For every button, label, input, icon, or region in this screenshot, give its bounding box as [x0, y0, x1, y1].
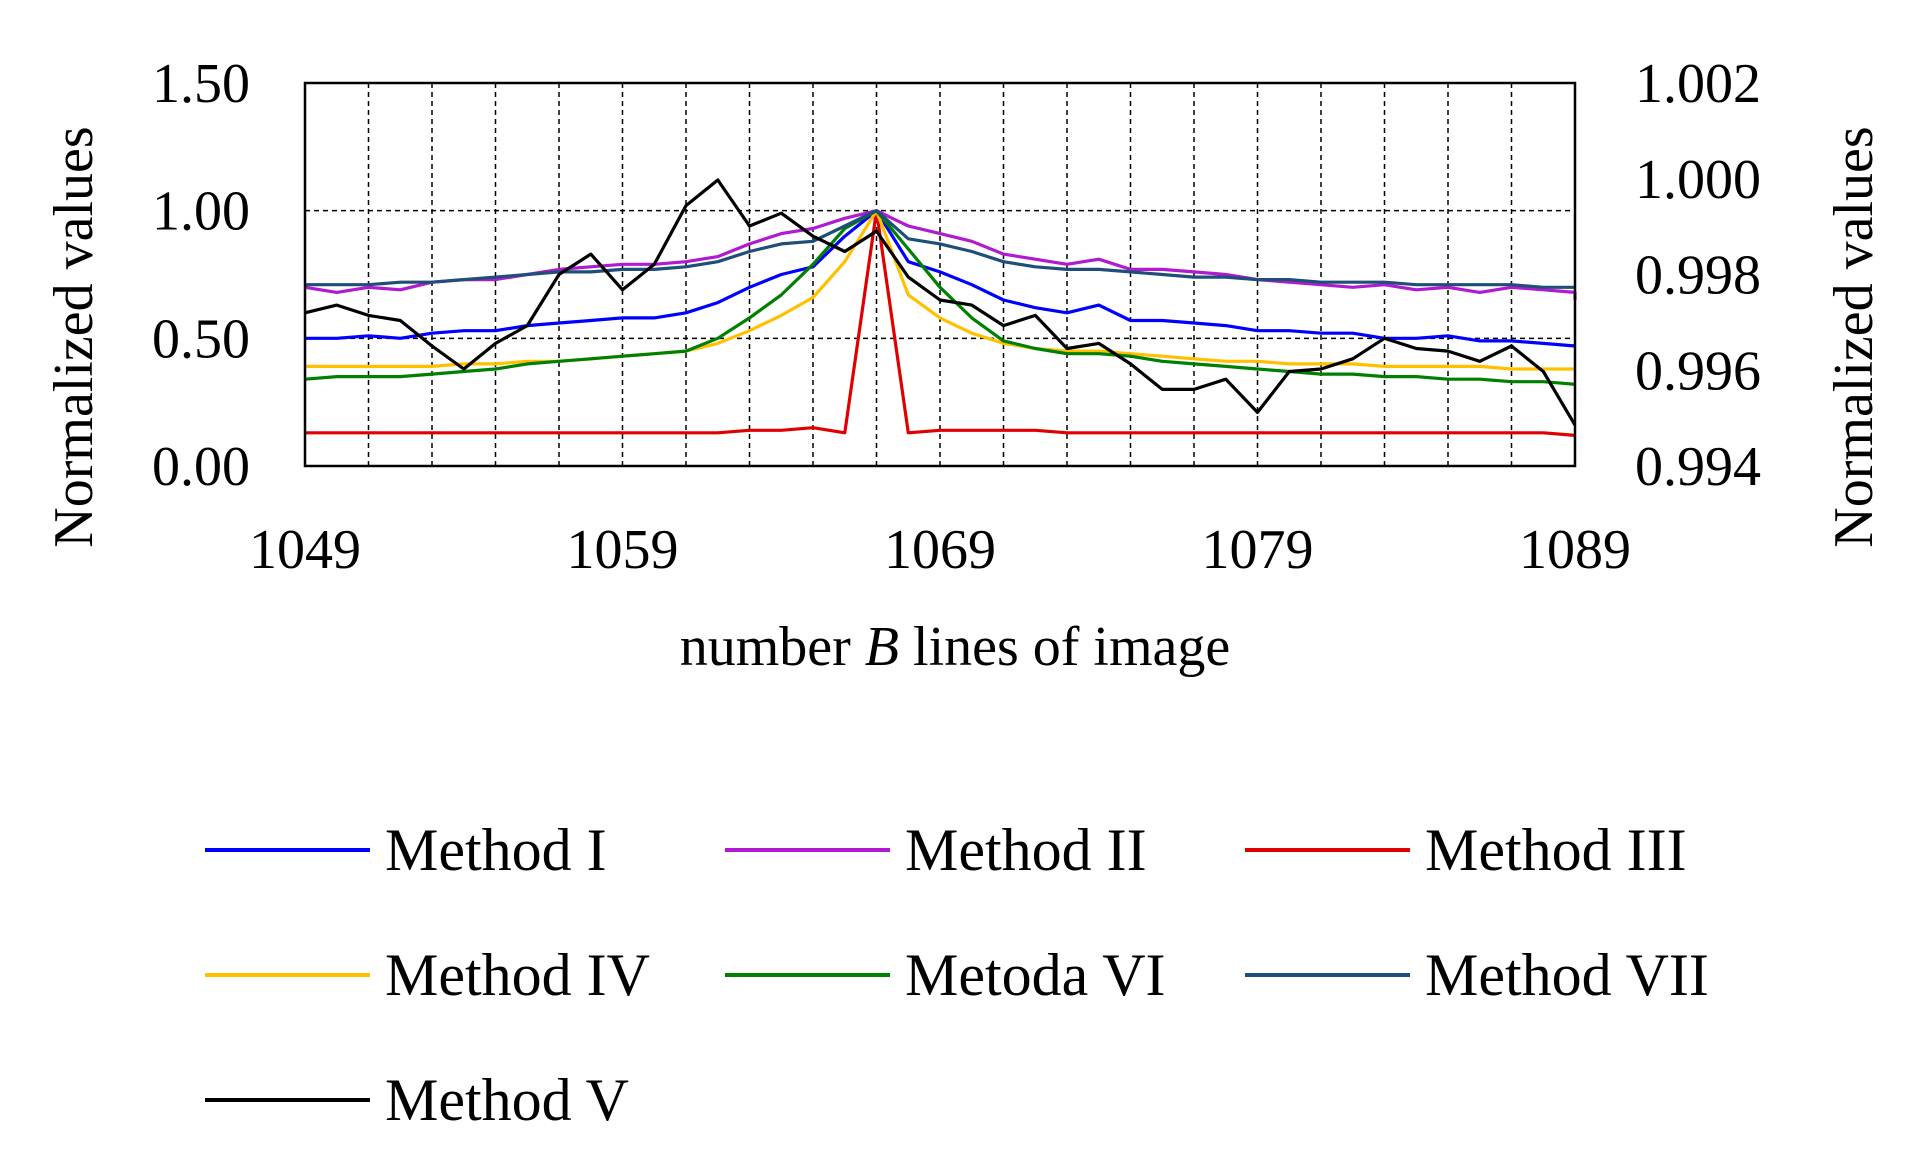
series-line-6 — [304, 178, 1577, 426]
y-tick-label-left: 1.00 — [152, 181, 250, 243]
x-tick-label: 1069 — [884, 519, 996, 581]
legend: Method I Method II Method III Method IV Meto… — [205, 817, 1709, 1133]
y-tick-label-left: 1.50 — [152, 53, 250, 115]
legend-item: Method VII — [1245, 942, 1709, 1008]
series-line-5 — [305, 209, 1575, 289]
legend-item: Method II — [725, 817, 1147, 883]
y-tick-label-left: 0.50 — [152, 308, 250, 370]
x-tick-label: 1059 — [567, 519, 679, 581]
legend-item: Method I — [205, 817, 607, 883]
y-axis-title-right: Normalized values — [1823, 126, 1885, 547]
legend-item: Metoda VI — [725, 942, 1166, 1008]
legend-item: Method III — [1245, 817, 1687, 883]
legend-label: Method IV — [385, 942, 650, 1008]
legend-label: Method II — [905, 817, 1147, 883]
legend-label: Metoda VI — [905, 942, 1166, 1008]
legend-label: Method III — [1425, 817, 1687, 883]
x-axis-title: number B lines of image — [680, 616, 1231, 678]
tick-labels: 1049 1059 1069 1079 1089 0.00 0.50 1.00 1.50 0.99… — [152, 53, 1761, 581]
plot-frame — [303, 81, 1577, 468]
legend-label: Method V — [385, 1067, 629, 1133]
series-line-0 — [305, 209, 1576, 348]
y-tick-label-right: 0.998 — [1635, 245, 1761, 307]
series-line-4 — [304, 209, 1576, 386]
x-axis-title-variable: B — [865, 616, 899, 678]
legend-label: Method VII — [1425, 942, 1709, 1008]
y-tick-label-right: 0.994 — [1635, 436, 1761, 498]
legend-item: Method V — [205, 1067, 629, 1133]
series-line-2 — [305, 209, 1576, 437]
y-axis-title-left: Normalized values — [43, 126, 105, 547]
x-tick-label: 1049 — [249, 519, 361, 581]
grid-lines — [305, 83, 1575, 466]
y-tick-label-right: 1.002 — [1635, 53, 1761, 115]
x-tick-label: 1079 — [1202, 519, 1314, 581]
y-tick-label-left: 0.00 — [152, 436, 250, 498]
legend-item: Method IV — [205, 942, 650, 1008]
x-axis-title-part: number — [680, 616, 865, 678]
series-line-3 — [305, 209, 1575, 371]
y-tick-label-right: 0.996 — [1635, 340, 1761, 402]
series-lines — [304, 178, 1577, 437]
y-tick-label-right: 1.000 — [1635, 149, 1761, 211]
x-tick-label: 1089 — [1519, 519, 1631, 581]
x-axis-title-part: lines of image — [899, 616, 1230, 678]
legend-label: Method I — [385, 817, 607, 883]
